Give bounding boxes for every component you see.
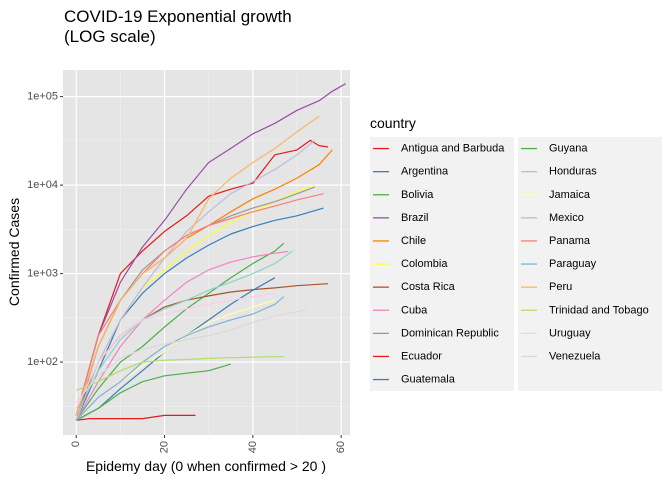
series-line-brazil — [75, 83, 346, 416]
legend-title: country — [370, 115, 416, 131]
x-axis-title: Epidemy day (0 when confirmed > 20 ) — [86, 458, 326, 474]
series-line-guyana — [75, 363, 231, 421]
series-line-ecuador — [76, 414, 196, 421]
grid-lines — [63, 70, 350, 435]
series-line-mexico — [75, 139, 316, 421]
y-tick-label: 1e+02 — [27, 356, 58, 368]
legend-label-antigua-and-barbuda: Antigua and Barbuda — [401, 143, 505, 155]
legend-label-jamaica: Jamaica — [549, 189, 591, 201]
legend-label-venezuela: Venezuela — [549, 350, 601, 362]
y-axis-title: Confirmed Cases — [6, 198, 22, 306]
series-line-panama — [75, 193, 324, 416]
x-tick-label: 60 — [335, 441, 347, 453]
legend-label-mexico: Mexico — [549, 212, 584, 224]
legend-label-paraguay: Paraguay — [549, 258, 597, 270]
legend-label-honduras: Honduras — [549, 166, 597, 178]
series-line-peru — [75, 115, 320, 416]
chart-title-line-2: (LOG scale) — [64, 27, 156, 46]
y-tick-label: 1e+03 — [27, 268, 58, 280]
series-line-honduras — [75, 250, 293, 416]
legend-label-argentina: Argentina — [401, 166, 449, 178]
series-line-argentina — [75, 207, 324, 421]
axis-ticks: 0 20 40 60 1e+02 1e+03 1e+04 1e+05 — [27, 91, 347, 454]
series-lines — [75, 83, 346, 421]
chart-title-line-1: COVID-19 Exponential growth — [64, 7, 292, 26]
legend-label-cuba: Cuba — [401, 304, 428, 316]
legend-label-panama: Panama — [549, 235, 591, 247]
legend-label-brazil: Brazil — [401, 212, 429, 224]
series-line-paraguay — [75, 296, 285, 421]
legend-label-colombia: Colombia — [401, 258, 448, 270]
legend: Antigua and Barbuda Argentina Bolivia Brazi… — [370, 137, 662, 392]
legend-label-ecuador: Ecuador — [401, 350, 442, 362]
series-line-venezuela — [75, 309, 306, 403]
legend-label-chile: Chile — [401, 235, 426, 247]
series-line-antigua-and-barbuda — [75, 139, 328, 416]
series-line-cuba — [75, 250, 289, 421]
x-tick-label: 20 — [159, 441, 171, 453]
y-tick-label: 1e+05 — [27, 91, 58, 103]
legend-label-bolivia: Bolivia — [401, 189, 434, 201]
legend-background — [518, 137, 662, 392]
series-line-uruguay — [75, 292, 275, 409]
x-tick-label: 40 — [247, 441, 259, 453]
legend-label-trinidad-and-tobago: Trinidad and Tobago — [549, 304, 649, 316]
series-line-trinidad-and-tobago — [75, 356, 284, 391]
legend-label-dominican-republic: Dominican Republic — [401, 327, 499, 339]
legend-label-uruguay: Uruguay — [549, 327, 591, 339]
x-tick-label: 0 — [70, 441, 82, 447]
legend-background — [370, 137, 514, 392]
y-tick-label: 1e+04 — [27, 179, 58, 191]
legend-label-guatemala: Guatemala — [401, 374, 456, 386]
legend-label-costa-rica: Costa Rica — [401, 281, 456, 293]
legend-label-guyana: Guyana — [549, 143, 588, 155]
legend-label-peru: Peru — [549, 281, 572, 293]
